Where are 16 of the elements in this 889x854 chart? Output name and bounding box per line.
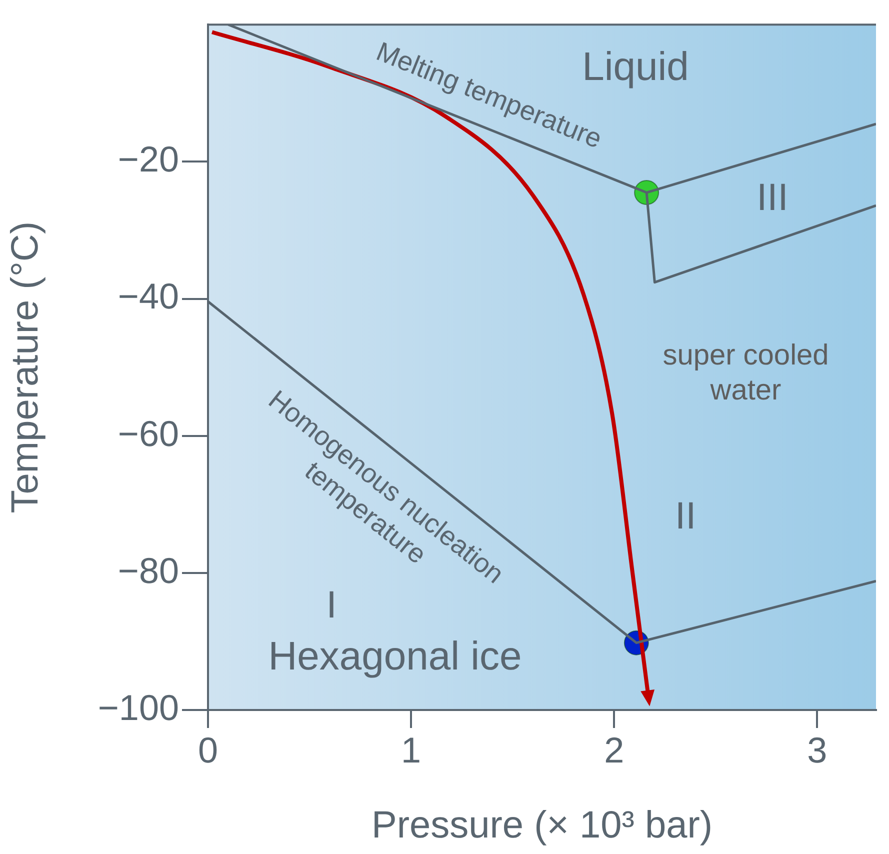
y-tick-label: −40 — [118, 276, 179, 317]
annotation: II — [675, 496, 696, 538]
y-axis-title: Temperature (°C) — [4, 221, 46, 514]
annotation: Hexagonal ice — [268, 634, 522, 679]
annotation: III — [756, 176, 788, 219]
y-tick-label: −100 — [98, 686, 179, 728]
annotation: I — [326, 584, 337, 627]
x-tick-label: 1 — [401, 730, 422, 771]
x-axis-title: Pressure (× 10³ bar) — [371, 804, 713, 847]
x-tick-label: 3 — [807, 730, 828, 771]
y-tick-label: −20 — [118, 138, 179, 180]
x-tick-label: 0 — [198, 730, 218, 771]
annotation: super cooled water — [662, 340, 829, 407]
y-tick-label: −60 — [118, 412, 179, 454]
x-tick-label: 2 — [604, 730, 624, 771]
y-tick-label: −80 — [118, 550, 179, 591]
